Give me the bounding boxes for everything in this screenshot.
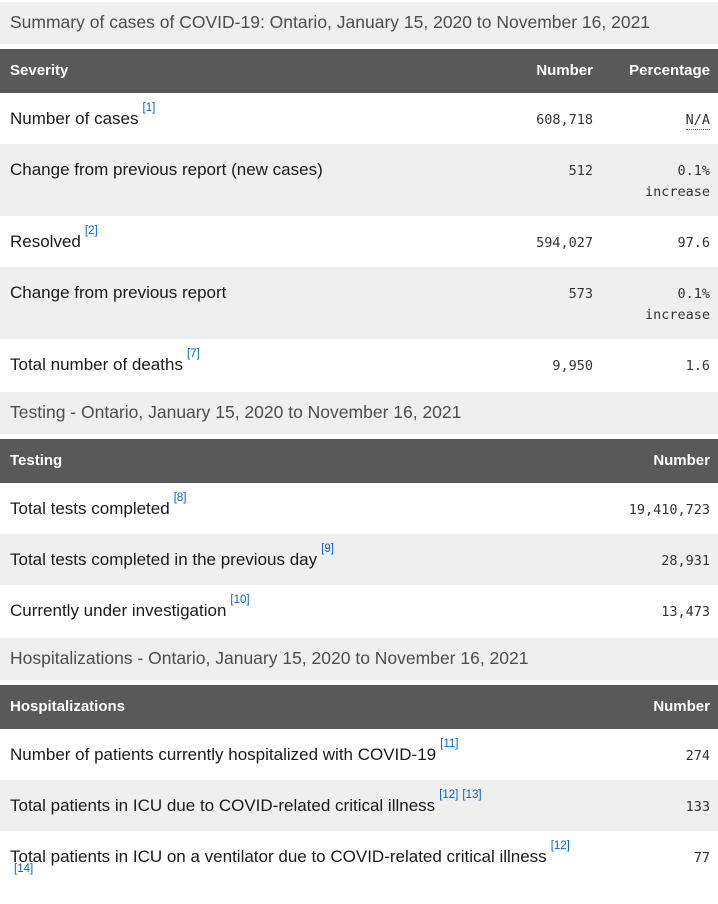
row-label-text: Total tests completed in the previous da… bbox=[10, 550, 318, 569]
summary-header-row: Severity Number Percentage bbox=[0, 49, 718, 93]
testing-table-caption: Testing - Ontario, January 15, 2020 to N… bbox=[0, 392, 718, 434]
row-percentage: 97.6 bbox=[601, 216, 718, 267]
testing-header-row: Testing Number bbox=[0, 439, 718, 483]
table-row: Number of patients currently hospitalize… bbox=[0, 729, 718, 780]
row-label: Total patients in ICU due to COVID-relat… bbox=[0, 780, 588, 831]
table-row: Change from previous report (new cases) … bbox=[0, 144, 718, 216]
row-label-text: Change from previous report bbox=[10, 283, 227, 302]
footnote-link[interactable]: [1] bbox=[142, 102, 156, 115]
row-number: 28,931 bbox=[588, 534, 718, 585]
table-row: Resolved[2] 594,027 97.6 bbox=[0, 216, 718, 267]
column-header-number: Number bbox=[511, 49, 601, 93]
row-label: Number of cases[1] bbox=[0, 93, 511, 144]
footnote-link[interactable]: [2] bbox=[84, 225, 98, 238]
row-percentage: 1.6 bbox=[601, 339, 718, 390]
row-number: 9,950 bbox=[511, 339, 601, 390]
column-header-testing: Testing bbox=[0, 439, 588, 483]
row-percentage: 0.1% increase bbox=[601, 144, 718, 216]
row-number: 573 bbox=[511, 267, 601, 339]
row-label-text: Change from previous report (new cases) bbox=[10, 160, 323, 179]
row-label: Number of patients currently hospitalize… bbox=[0, 729, 588, 780]
row-percentage: N/A bbox=[601, 93, 718, 144]
hospitalizations-section: Hospitalizations - Ontario, January 15, … bbox=[0, 638, 718, 904]
na-abbreviation: N/A bbox=[685, 112, 710, 130]
hospitalizations-header-row: Hospitalizations Number bbox=[0, 685, 718, 729]
row-label: Resolved[2] bbox=[0, 216, 511, 267]
summary-table-caption: Summary of cases of COVID-19: Ontario, J… bbox=[0, 2, 718, 44]
row-label-text: Total patients in ICU due to COVID-relat… bbox=[10, 796, 436, 815]
footnote-link[interactable]: [12] bbox=[550, 840, 570, 853]
row-label-text: Currently under investigation bbox=[10, 601, 227, 620]
row-number: 512 bbox=[511, 144, 601, 216]
row-label: Currently under investigation[10] bbox=[0, 585, 588, 636]
row-label: Total patients in ICU on a ventilator du… bbox=[0, 831, 588, 904]
hospitalizations-table: Hospitalizations Number Number of patien… bbox=[0, 685, 718, 904]
row-label-text: Number of cases bbox=[10, 109, 139, 128]
table-row: Currently under investigation[10] 13,473 bbox=[0, 585, 718, 636]
row-percentage: 0.1% increase bbox=[601, 267, 718, 339]
column-header-number: Number bbox=[588, 439, 718, 483]
row-label: Total number of deaths[7] bbox=[0, 339, 511, 390]
testing-table: Testing Number Total tests completed[8] … bbox=[0, 439, 718, 636]
hospitalizations-table-caption: Hospitalizations - Ontario, January 15, … bbox=[0, 638, 718, 680]
table-row: Total patients in ICU on a ventilator du… bbox=[0, 831, 718, 904]
column-header-severity: Severity bbox=[0, 49, 511, 93]
row-label: Change from previous report bbox=[0, 267, 511, 339]
testing-section: Testing - Ontario, January 15, 2020 to N… bbox=[0, 392, 718, 636]
row-label-text: Total patients in ICU on a ventilator du… bbox=[10, 847, 547, 866]
table-row: Total number of deaths[7] 9,950 1.6 bbox=[0, 339, 718, 390]
row-label-text: Number of patients currently hospitalize… bbox=[10, 745, 437, 764]
column-header-percentage: Percentage bbox=[601, 49, 718, 93]
row-label: Total tests completed[8] bbox=[0, 483, 588, 534]
table-row: Total tests completed in the previous da… bbox=[0, 534, 718, 585]
table-row: Total tests completed[8] 19,410,723 bbox=[0, 483, 718, 534]
row-number: 274 bbox=[588, 729, 718, 780]
footnote-link[interactable]: [11] bbox=[440, 738, 459, 751]
row-number: 133 bbox=[588, 780, 718, 831]
column-header-hospitalizations: Hospitalizations bbox=[0, 685, 588, 729]
row-number: 608,718 bbox=[511, 93, 601, 144]
row-number: 77 bbox=[588, 831, 718, 904]
footnote-link[interactable]: [13] bbox=[462, 789, 482, 802]
column-header-number: Number bbox=[588, 685, 718, 729]
table-row: Number of cases[1] 608,718 N/A bbox=[0, 93, 718, 144]
row-label: Change from previous report (new cases) bbox=[0, 144, 511, 216]
row-number: 19,410,723 bbox=[588, 483, 718, 534]
footnote-link[interactable]: [14] bbox=[14, 863, 34, 876]
row-number: 13,473 bbox=[588, 585, 718, 636]
table-row: Change from previous report 573 0.1% inc… bbox=[0, 267, 718, 339]
row-label-text: Total tests completed bbox=[10, 499, 170, 518]
footnote-link[interactable]: [10] bbox=[230, 594, 250, 607]
table-row: Total patients in ICU due to COVID-relat… bbox=[0, 780, 718, 831]
footnote-link[interactable]: [12] bbox=[439, 789, 459, 802]
footnote-link[interactable]: [7] bbox=[186, 348, 200, 361]
summary-table: Severity Number Percentage Number of cas… bbox=[0, 49, 718, 390]
row-label-text: Resolved bbox=[10, 232, 81, 251]
footnote-link[interactable]: [8] bbox=[173, 492, 187, 505]
row-number: 594,027 bbox=[511, 216, 601, 267]
row-label: Total tests completed in the previous da… bbox=[0, 534, 588, 585]
summary-section: Summary of cases of COVID-19: Ontario, J… bbox=[0, 2, 718, 390]
footnote-link[interactable]: [9] bbox=[321, 543, 334, 556]
row-label-text: Total number of deaths bbox=[10, 355, 183, 374]
